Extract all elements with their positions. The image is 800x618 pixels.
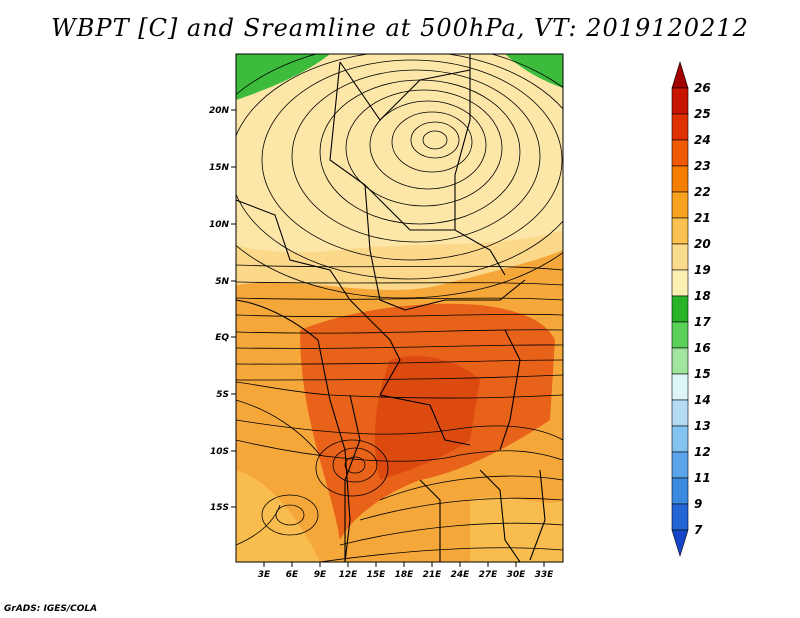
lon-axis: 3E 6E 9E 12E 15E 18E 21E 24E 27E 30E 33E <box>258 562 554 580</box>
colorbar-label: 16 <box>694 341 711 355</box>
colorbar-swatch <box>671 425 689 453</box>
country-borders <box>236 54 546 562</box>
colorbar-swatch <box>671 347 689 375</box>
lat-label: 15S <box>210 503 229 513</box>
fill-red-dark <box>374 356 480 480</box>
lat-axis: 20N 15N 10N 5N EQ 5S 10S 15S <box>209 106 236 513</box>
lat-label: 5S <box>216 390 229 400</box>
colorbar-label: 18 <box>694 289 711 303</box>
colorbar-label: 15 <box>694 367 711 381</box>
colorbar-label: 22 <box>694 185 711 199</box>
lon-label: 27E <box>479 570 499 580</box>
colorbar-swatch <box>671 113 689 141</box>
colorbar-swatch <box>671 477 689 505</box>
colorbar-swatch <box>671 399 689 427</box>
lon-label: 33E <box>535 570 555 580</box>
colorbar-swatch <box>671 529 689 558</box>
credit-text: GrADS: IGES/COLA <box>4 604 98 614</box>
fill-orange-se <box>470 497 563 562</box>
colorbar-swatch <box>671 321 689 349</box>
colorbar-label: 14 <box>694 393 711 407</box>
lat-label: 15N <box>209 163 230 173</box>
colorbar-swatch <box>671 217 689 245</box>
lat-label: 10S <box>210 447 229 457</box>
map-frame <box>235 53 564 563</box>
colorbar-swatch <box>671 87 689 115</box>
lon-label: 24E <box>451 570 471 580</box>
colorbar-swatch <box>671 139 689 167</box>
colorbar-label: 19 <box>694 263 711 277</box>
colorbar-label: 26 <box>694 81 711 95</box>
lon-label: 9E <box>314 570 327 580</box>
lon-label: 6E <box>286 570 299 580</box>
colorbar-swatch <box>671 243 689 271</box>
colorbar-label: 12 <box>694 445 711 459</box>
lon-label: 18E <box>395 570 415 580</box>
lat-label: 5N <box>215 277 229 287</box>
colorbar-swatch <box>671 269 689 297</box>
colorbar-swatch <box>671 191 689 219</box>
streamlines <box>236 54 563 562</box>
colorbar-label: 21 <box>694 211 711 225</box>
colorbar-swatch <box>671 165 689 193</box>
fill-green-ne <box>505 54 563 88</box>
fill-green-nw <box>236 54 330 100</box>
colorbar-label: 17 <box>694 315 711 329</box>
lon-label: 12E <box>339 570 359 580</box>
chart-title: WBPT [C] and Sreamline at 500hPa, VT: 20… <box>51 14 749 42</box>
colorbar-label: 7 <box>694 523 703 537</box>
lat-label: 20N <box>209 106 230 116</box>
lon-label: 21E <box>423 570 443 580</box>
colorbar-label: 13 <box>694 419 711 433</box>
colorbar-label: 23 <box>694 159 711 173</box>
colorbar-label: 24 <box>694 133 711 147</box>
fill-orange-sw <box>236 470 320 562</box>
lat-label: EQ <box>215 333 229 343</box>
lon-label: 15E <box>367 570 387 580</box>
colorbar-label: 9 <box>694 497 702 511</box>
colorbar-swatch <box>671 451 689 479</box>
colorbar-swatch <box>671 373 689 401</box>
colorbar-label: 20 <box>694 237 711 251</box>
colorbar-label: 25 <box>694 107 711 121</box>
colorbar-label: 11 <box>694 471 711 485</box>
lon-label: 3E <box>258 570 271 580</box>
lat-label: 10N <box>209 220 230 230</box>
colorbar-swatch <box>671 295 689 323</box>
colorbar-swatch <box>671 60 689 89</box>
colorbar-swatch <box>671 503 689 531</box>
lon-label: 30E <box>507 570 527 580</box>
